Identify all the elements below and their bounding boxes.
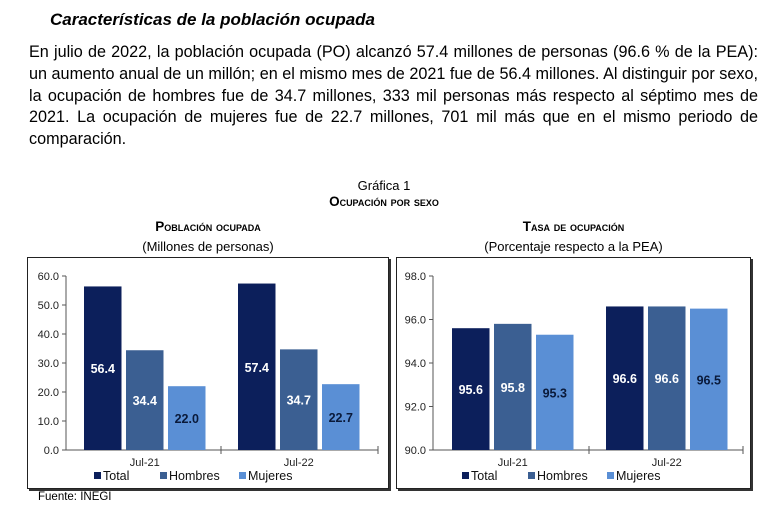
data-label: 34.7	[287, 394, 311, 408]
y-tick-label: 40.0	[38, 329, 59, 341]
y-tick-label: 96.0	[405, 315, 426, 327]
y-tick-label: 10.0	[38, 416, 59, 428]
bar-mujeres-jul-21	[536, 334, 574, 450]
bar-hombres-jul-22	[280, 349, 318, 450]
legend-label-mujeres: Mujeres	[248, 469, 292, 483]
bar-hombres-jul-21	[494, 323, 532, 450]
legend-label-total: Total	[103, 469, 129, 483]
data-label: 22.7	[329, 411, 353, 425]
data-label: 57.4	[245, 361, 269, 375]
data-label: 96.6	[655, 372, 679, 386]
legend-swatch-hombres	[160, 472, 167, 479]
legend-label-hombres: Hombres	[169, 469, 220, 483]
legend-swatch-total	[462, 472, 469, 479]
bar-total-jul-21	[84, 286, 122, 450]
x-tick-label: Jul-22	[284, 457, 314, 469]
chart2-subtitle: (Porcentaje respecto a la PEA)	[484, 239, 663, 254]
bar-hombres-jul-21	[126, 350, 164, 450]
y-tick-label: 90.0	[405, 445, 426, 457]
figure-title: Ocupación por sexo	[329, 194, 439, 209]
bar-mujeres-jul-22	[322, 384, 360, 450]
legend-label-hombres: Hombres	[537, 469, 588, 483]
chart-svg: 0.0 10.0 20.0 30.0 40.0 50.0 60.0 56.4 34.4 22.0 J…	[38, 271, 379, 483]
bar-hombres-jul-22	[648, 306, 686, 450]
bar-mujeres-jul-21	[168, 386, 206, 450]
data-label: 95.8	[501, 381, 525, 395]
chart1-subtitle: (Millones de personas)	[142, 239, 274, 254]
x-tick-label: Jul-21	[130, 457, 160, 469]
y-tick-label: 30.0	[38, 358, 59, 370]
y-tick-label: 98.0	[405, 271, 426, 283]
data-label: 95.6	[459, 383, 483, 397]
bar-total-jul-22	[606, 306, 644, 450]
x-tick-label: Jul-21	[498, 457, 528, 469]
y-tick-label: 60.0	[38, 271, 59, 283]
y-tick-label: 50.0	[38, 300, 59, 312]
legend-swatch-total	[94, 472, 101, 479]
x-tick-label: Jul-22	[652, 457, 682, 469]
chart-poblacion-ocupada: 0.0 10.0 20.0 30.0 40.0 50.0 60.0 56.4 34.4 22.0 J…	[27, 257, 389, 489]
data-label: 96.5	[697, 373, 721, 387]
chart-tasa-ocupacion: 90.0 92.0 94.0 96.0 98.0 95.6 95.8 95.3 Jul-21 96…	[396, 257, 751, 489]
bar-total-jul-22	[238, 283, 276, 450]
y-tick-label: 0.0	[44, 445, 59, 457]
y-tick-label: 94.0	[405, 358, 426, 370]
bar-total-jul-21	[452, 328, 490, 450]
data-label: 56.4	[91, 362, 115, 376]
legend-label-mujeres: Mujeres	[616, 469, 660, 483]
data-label: 22.0	[175, 412, 199, 426]
data-label: 95.3	[543, 386, 567, 400]
y-tick-label: 20.0	[38, 387, 59, 399]
figure-label: Gráfica 1	[357, 178, 411, 193]
legend-swatch-mujeres	[607, 472, 614, 479]
legend-swatch-mujeres	[239, 472, 246, 479]
body-paragraph: En julio de 2022, la población ocupada (…	[29, 43, 758, 149]
section-title: Características de la población ocupada	[50, 10, 376, 29]
bar-mujeres-jul-22	[690, 308, 728, 450]
legend-swatch-hombres	[528, 472, 535, 479]
data-label: 34.4	[133, 394, 157, 408]
legend-label-total: Total	[471, 469, 497, 483]
data-label: 96.6	[613, 372, 637, 386]
chart1-title: Población ocupada	[155, 219, 261, 234]
chart2-title: Tasa de ocupación	[522, 219, 625, 234]
y-tick-label: 92.0	[405, 402, 426, 414]
source-note: Fuente: INEGI	[38, 491, 112, 503]
chart-svg: 90.0 92.0 94.0 96.0 98.0 95.6 95.8 95.3 Jul-21 96…	[405, 271, 744, 483]
